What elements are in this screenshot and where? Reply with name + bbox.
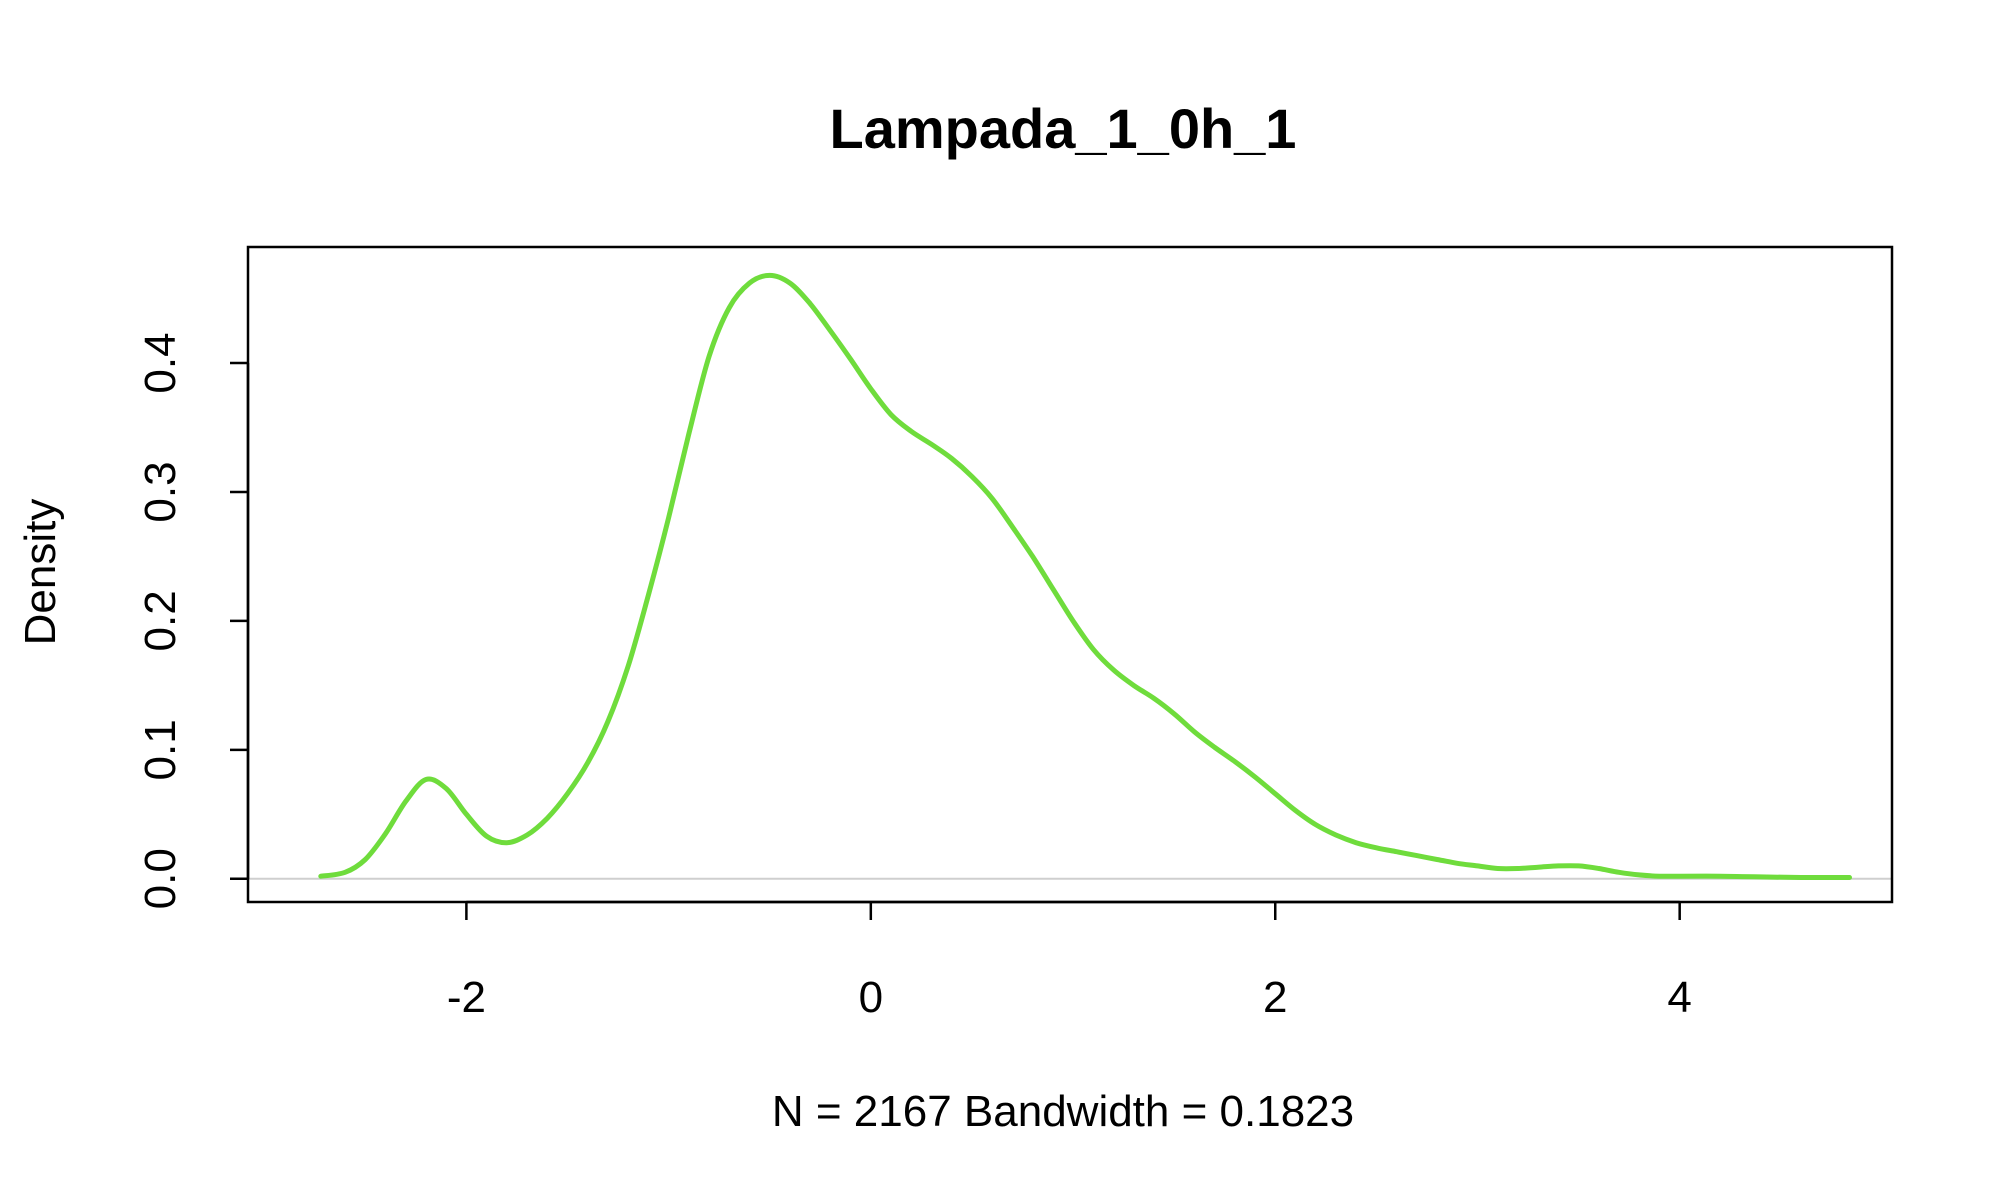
x-tick-label: -2 (447, 973, 486, 1022)
y-tick-label: 0.2 (136, 590, 185, 651)
y-axis-label: Density (16, 499, 65, 646)
y-axis: 0.0 0.1 0.2 0.3 0.4 (136, 332, 250, 909)
x-tick-label: 0 (859, 973, 883, 1022)
y-tick-label: 0.0 (136, 848, 185, 909)
plot-area (246, 245, 1894, 904)
x-tick-label: 4 (1667, 973, 1691, 1022)
x-axis-label: N = 2167 Bandwidth = 0.1823 (772, 1087, 1354, 1136)
plot-frame (246, 245, 1894, 904)
y-tick-label: 0.4 (136, 332, 185, 393)
density-curve (318, 272, 1852, 881)
x-tick-label: 2 (1263, 973, 1287, 1022)
chart-title: Lampada_1_0h_1 (830, 97, 1297, 160)
y-tick-label: 0.3 (136, 461, 185, 522)
x-axis: -2 0 2 4 (447, 900, 1692, 1022)
y-tick-label: 0.1 (136, 719, 185, 780)
